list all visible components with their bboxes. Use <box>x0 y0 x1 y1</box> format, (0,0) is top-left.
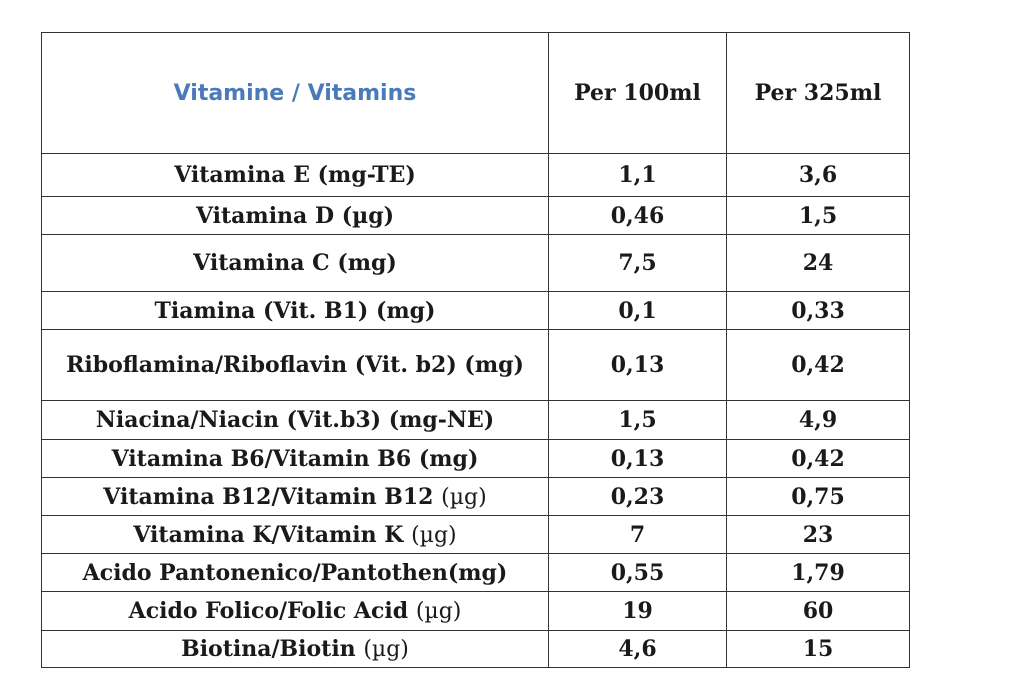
vitamin-name: Riboflamina/Riboflavin (Vit. b2) (mg) <box>41 329 549 401</box>
table-row: Vitamina K/Vitamin K (µg) 7 23 <box>41 515 910 554</box>
table-row: Riboflamina/Riboflavin (Vit. b2) (mg) 0,… <box>41 329 910 401</box>
table-row: Acido Pantonenico/Pantothen(mg) 0,55 1,7… <box>41 553 910 592</box>
table-row: Vitamina B12/Vitamin B12 (µg) 0,23 0,75 <box>41 477 910 516</box>
value-per-325ml: 0,42 <box>726 329 910 401</box>
value-per-325ml: 0,42 <box>726 439 910 478</box>
value-per-325ml: 60 <box>726 591 910 631</box>
value-per-325ml: 1,79 <box>726 553 910 592</box>
vitamins-table: Vitamine / Vitamins Per 100ml Per 325ml … <box>41 32 910 668</box>
vitamin-name: Vitamina C (mg) <box>41 234 549 292</box>
vitamin-unit: (µg) <box>363 637 409 662</box>
table-row: Vitamina D (µg) 0,46 1,5 <box>41 196 910 235</box>
table-row: Biotina/Biotin (µg) 4,6 15 <box>41 630 910 668</box>
table-row: Tiamina (Vit. B1) (mg) 0,1 0,33 <box>41 291 910 330</box>
vitamin-name: Biotina/Biotin (µg) <box>41 630 549 668</box>
value-per-100ml: 0,55 <box>548 553 727 592</box>
value-per-100ml: 0,46 <box>548 196 727 235</box>
value-per-325ml: 23 <box>726 515 910 554</box>
value-per-100ml: 1,1 <box>548 153 727 197</box>
value-per-325ml: 15 <box>726 630 910 668</box>
table-title: Vitamine / Vitamins <box>41 32 549 154</box>
table-row: Niacina/Niacin (Vit.b3) (mg-NE) 1,5 4,9 <box>41 400 910 440</box>
table-row: Vitamina B6/Vitamin B6 (mg) 0,13 0,42 <box>41 439 910 478</box>
vitamin-name: Vitamina B12/Vitamin B12 (µg) <box>41 477 549 516</box>
vitamin-name: Vitamina D (µg) <box>41 196 549 235</box>
vitamin-name: Acido Folico/Folic Acid (µg) <box>41 591 549 631</box>
vitamin-unit: (µg) <box>441 484 487 510</box>
value-per-325ml: 0,75 <box>726 477 910 516</box>
vitamin-name: Vitamina K/Vitamin K (µg) <box>41 515 549 554</box>
value-per-325ml: 0,33 <box>726 291 910 330</box>
value-per-325ml: 1,5 <box>726 196 910 235</box>
table-row: Vitamina E (mg-TE) 1,1 3,6 <box>41 153 910 197</box>
value-per-100ml: 7 <box>548 515 727 554</box>
value-per-100ml: 0,13 <box>548 439 727 478</box>
value-per-100ml: 7,5 <box>548 234 727 292</box>
vitamin-name: Niacina/Niacin (Vit.b3) (mg-NE) <box>41 400 549 440</box>
header-per-100ml: Per 100ml <box>548 32 727 154</box>
value-per-100ml: 1,5 <box>548 400 727 440</box>
vitamin-unit: (µg) <box>411 522 457 548</box>
value-per-325ml: 24 <box>726 234 910 292</box>
value-per-100ml: 4,6 <box>548 630 727 668</box>
value-per-325ml: 4,9 <box>726 400 910 440</box>
vitamin-name: Vitamina E (mg-TE) <box>41 153 549 197</box>
value-per-100ml: 0,23 <box>548 477 727 516</box>
vitamin-name: Vitamina B6/Vitamin B6 (mg) <box>41 439 549 478</box>
vitamin-unit: (µg) <box>415 599 462 624</box>
table-row: Vitamina C (mg) 7,5 24 <box>41 234 910 292</box>
table-header-row: Vitamine / Vitamins Per 100ml Per 325ml <box>41 32 910 154</box>
vitamin-name: Acido Pantonenico/Pantothen(mg) <box>41 553 549 592</box>
value-per-325ml: 3,6 <box>726 153 910 197</box>
value-per-100ml: 0,13 <box>548 329 727 401</box>
value-per-100ml: 19 <box>548 591 727 631</box>
vitamin-name: Tiamina (Vit. B1) (mg) <box>41 291 549 330</box>
table-row: Acido Folico/Folic Acid (µg) 19 60 <box>41 591 910 631</box>
value-per-100ml: 0,1 <box>548 291 727 330</box>
header-per-325ml: Per 325ml <box>726 32 910 154</box>
